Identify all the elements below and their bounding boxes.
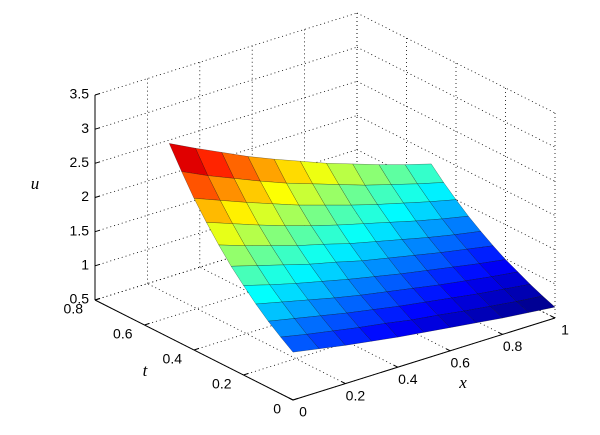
grid-line [356,46,556,148]
x-tick [393,364,399,368]
z-tick-label: 1.5 [70,222,90,238]
z-tick [94,263,101,267]
z-tick-label: 0.5 [70,291,90,307]
z-tick [94,195,101,198]
x-tick-label: 1 [561,322,569,338]
x-tick [341,381,346,385]
x-tick-label: 0.4 [398,371,418,387]
x-tick [445,348,451,352]
grid-line [356,115,556,216]
z-tick [94,229,101,233]
y-tick-label: 0 [273,401,281,417]
y-tick [292,397,299,401]
grid-line [199,266,398,368]
axes: 0.5 1 1.5 2 2.5 3 3.5 0 0.2 0.4 0.6 0.8 0 0.2 0.4 0.6 0.… [64,86,570,420]
z-tick-label: 1 [81,257,89,273]
x-tick [498,331,503,335]
y-tick-label: 0.8 [64,301,84,317]
surface [168,143,556,353]
z-tick [94,161,101,164]
grid-line [356,12,556,114]
x-axis-title: x [458,373,467,392]
x-tick-label: 0 [299,404,307,420]
x-tick-label: 0.2 [346,387,366,403]
grid-line [94,12,358,96]
grid-line [94,115,358,198]
grid-line [356,80,556,182]
x-tick [550,315,556,319]
y-tick [144,322,150,326]
y-tick [193,347,200,351]
x-tick-label: 0.6 [450,355,470,371]
surface-cell [280,334,320,353]
z-tick [94,93,101,96]
x-axis-line [292,317,556,401]
z-tick-label: 3 [81,120,89,136]
z-tick-label: 2.5 [70,154,90,170]
x-tick-label: 0.8 [503,338,523,354]
y-tick [94,297,101,301]
z-axis-title: u [31,174,40,193]
grid-line [94,80,358,164]
z-tick-label: 3.5 [70,86,90,102]
y-axis-title: t [143,361,149,380]
y-tick-label: 0.4 [163,351,183,367]
z-tick [94,127,101,130]
grid-line [94,46,358,130]
z-tick-label: 2 [81,188,89,204]
grid-line [147,283,346,384]
y-tick-label: 0.2 [212,376,232,392]
x-tick [288,397,294,401]
y-tick-label: 0.6 [113,326,133,342]
y-tick [243,372,249,376]
